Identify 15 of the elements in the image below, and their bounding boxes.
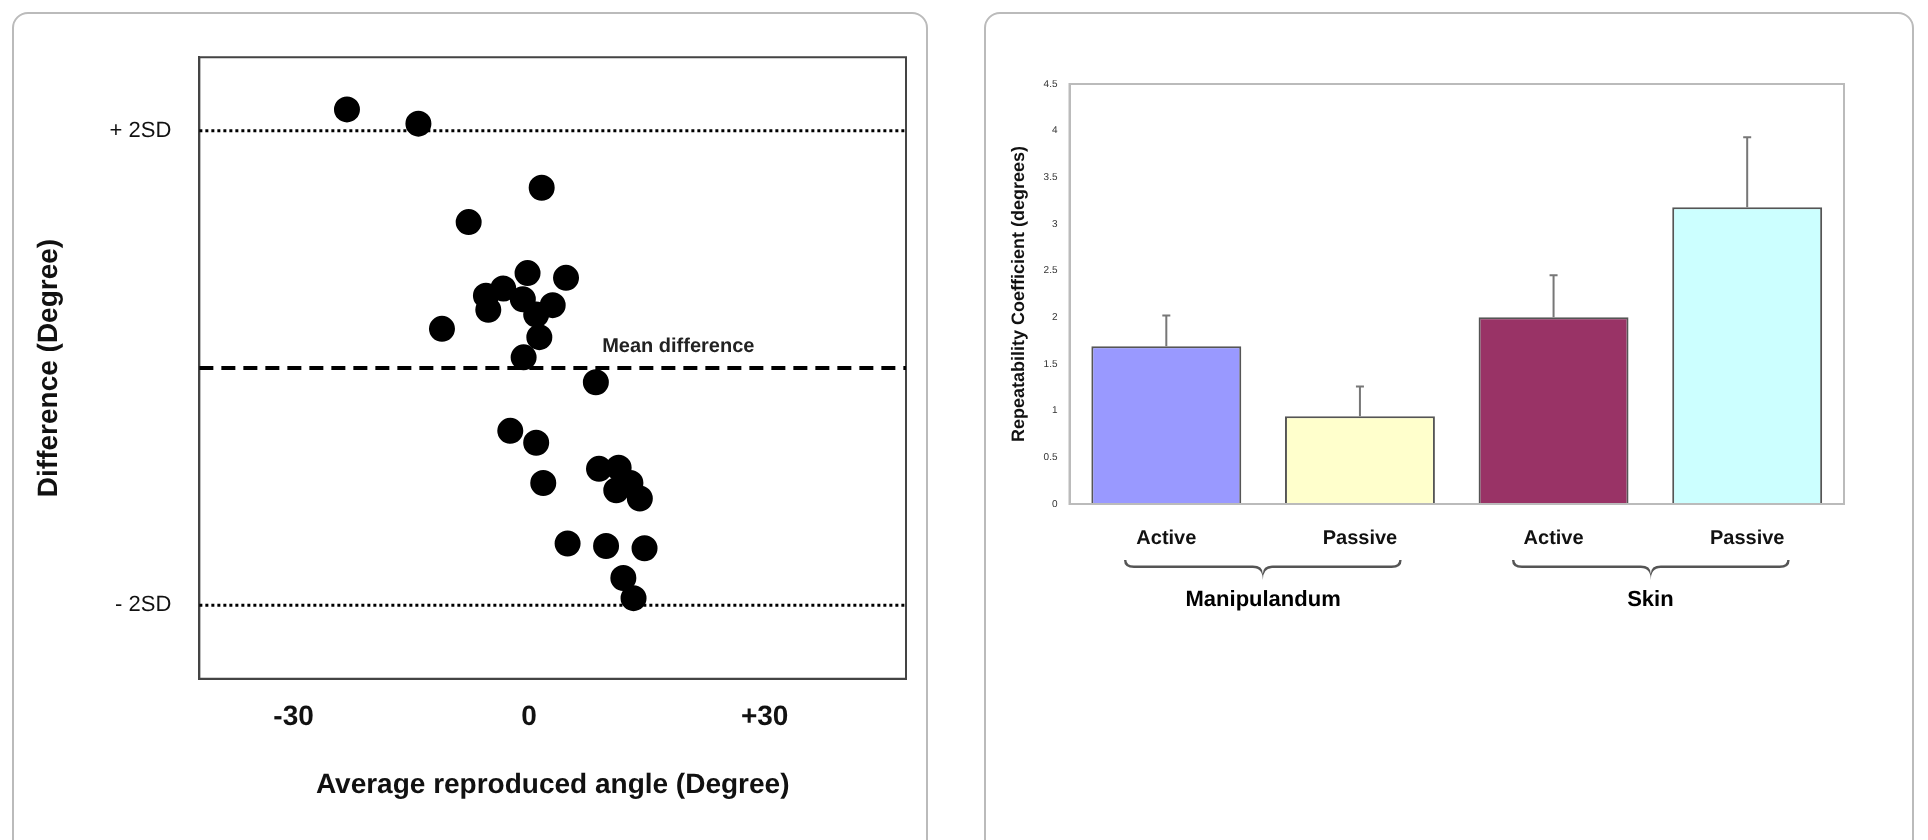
y-tick-label: - 2SD	[115, 593, 172, 618]
x-tick-label: Passive	[1709, 527, 1786, 550]
x-tick-label: +30	[740, 699, 789, 732]
text: Manipulandum	[1185, 588, 1341, 612]
x-tick-label: -30	[273, 699, 315, 732]
ref-line-label: Mean difference	[602, 335, 756, 358]
text: Skin	[1627, 588, 1674, 612]
x-tick-label: Active	[1136, 527, 1198, 550]
x-axis-title: Average reproduced angle (Degree)	[315, 766, 790, 799]
y-axis-title: Repeatability Coefficient (degrees)	[1007, 145, 1028, 443]
x-tick-label: Active	[1523, 527, 1585, 550]
y-tick-label: + 2SD	[109, 118, 172, 143]
x-tick-label: 0	[521, 699, 538, 732]
x-tick-label: Passive	[1322, 527, 1399, 550]
y-axis-title: Difference (Degree)	[30, 238, 63, 498]
